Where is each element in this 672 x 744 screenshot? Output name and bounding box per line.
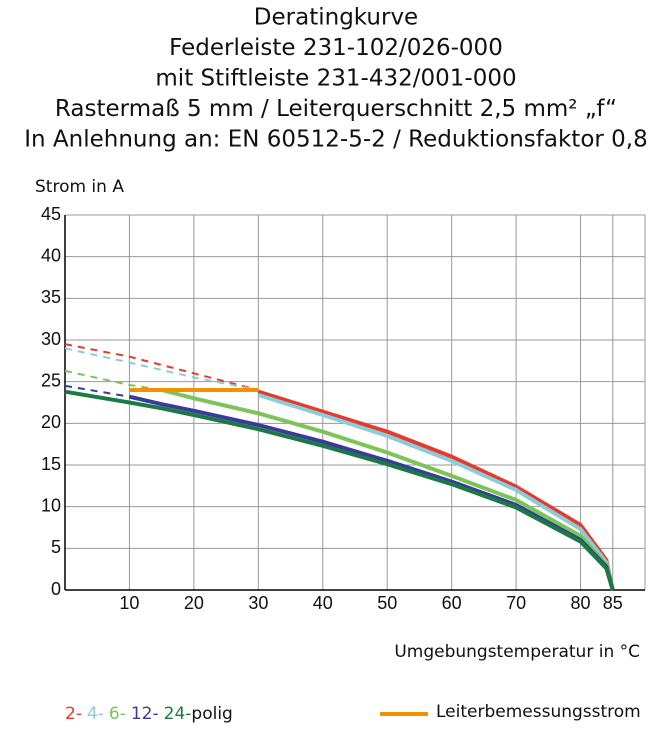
y-tick-label: 0	[51, 579, 61, 599]
y-axis-label: Strom in A	[35, 177, 124, 197]
y-tick-label: 5	[51, 537, 61, 557]
chart-title: Deratingkurve	[254, 5, 418, 31]
x-axis-label: Umgebungstemperatur in °C	[394, 642, 640, 662]
extrapolated-line	[64, 369, 162, 391]
y-tick-label: 30	[41, 329, 61, 349]
line	[161, 388, 615, 591]
extrapolated-line	[64, 343, 259, 391]
legend-label: polig	[191, 704, 232, 724]
legend-label: 4-	[87, 704, 104, 724]
extrapolated-line	[64, 347, 259, 391]
legend-label: 2-	[65, 704, 82, 724]
chart-title: Federleiste 231-102/026-000	[169, 35, 503, 61]
chart-title: mit Stiftleiste 231-432/001-000	[155, 66, 516, 92]
x-tick-label: 50	[377, 593, 397, 613]
y-tick-label: 25	[41, 370, 61, 390]
y-tick-label: 40	[41, 245, 61, 265]
line	[257, 389, 615, 591]
x-tick-label: 70	[506, 593, 526, 613]
legend-label: 24-	[164, 704, 192, 724]
x-tick-label: 20	[184, 593, 204, 613]
x-tick-label: 80	[571, 593, 591, 613]
legend-label: 6-	[109, 704, 126, 724]
y-tick-label: 15	[41, 454, 61, 474]
y-tick-label: 35	[41, 287, 61, 307]
y-tick-label: 45	[41, 204, 61, 224]
chart-title: Rastermaß 5 mm / Leiterquerschnitt 2,5 m…	[55, 96, 617, 122]
x-tick-label: 10	[119, 593, 139, 613]
x-tick-label: 60	[442, 593, 462, 613]
x-tick-label: 40	[313, 593, 333, 613]
extrapolated-line	[64, 384, 130, 398]
x-tick-label: 30	[248, 593, 268, 613]
line	[257, 393, 615, 591]
y-tick-label: 20	[41, 412, 61, 432]
y-tick-label: 10	[41, 495, 61, 515]
legend-label: Leiterbemessungsstrom	[436, 702, 641, 722]
legend-label: 12-	[131, 704, 159, 724]
x-tick-label: 85	[603, 593, 623, 613]
chart-title: In Anlehnung an: EN 60512-5-2 / Reduktio…	[24, 127, 648, 153]
line	[64, 389, 615, 591]
